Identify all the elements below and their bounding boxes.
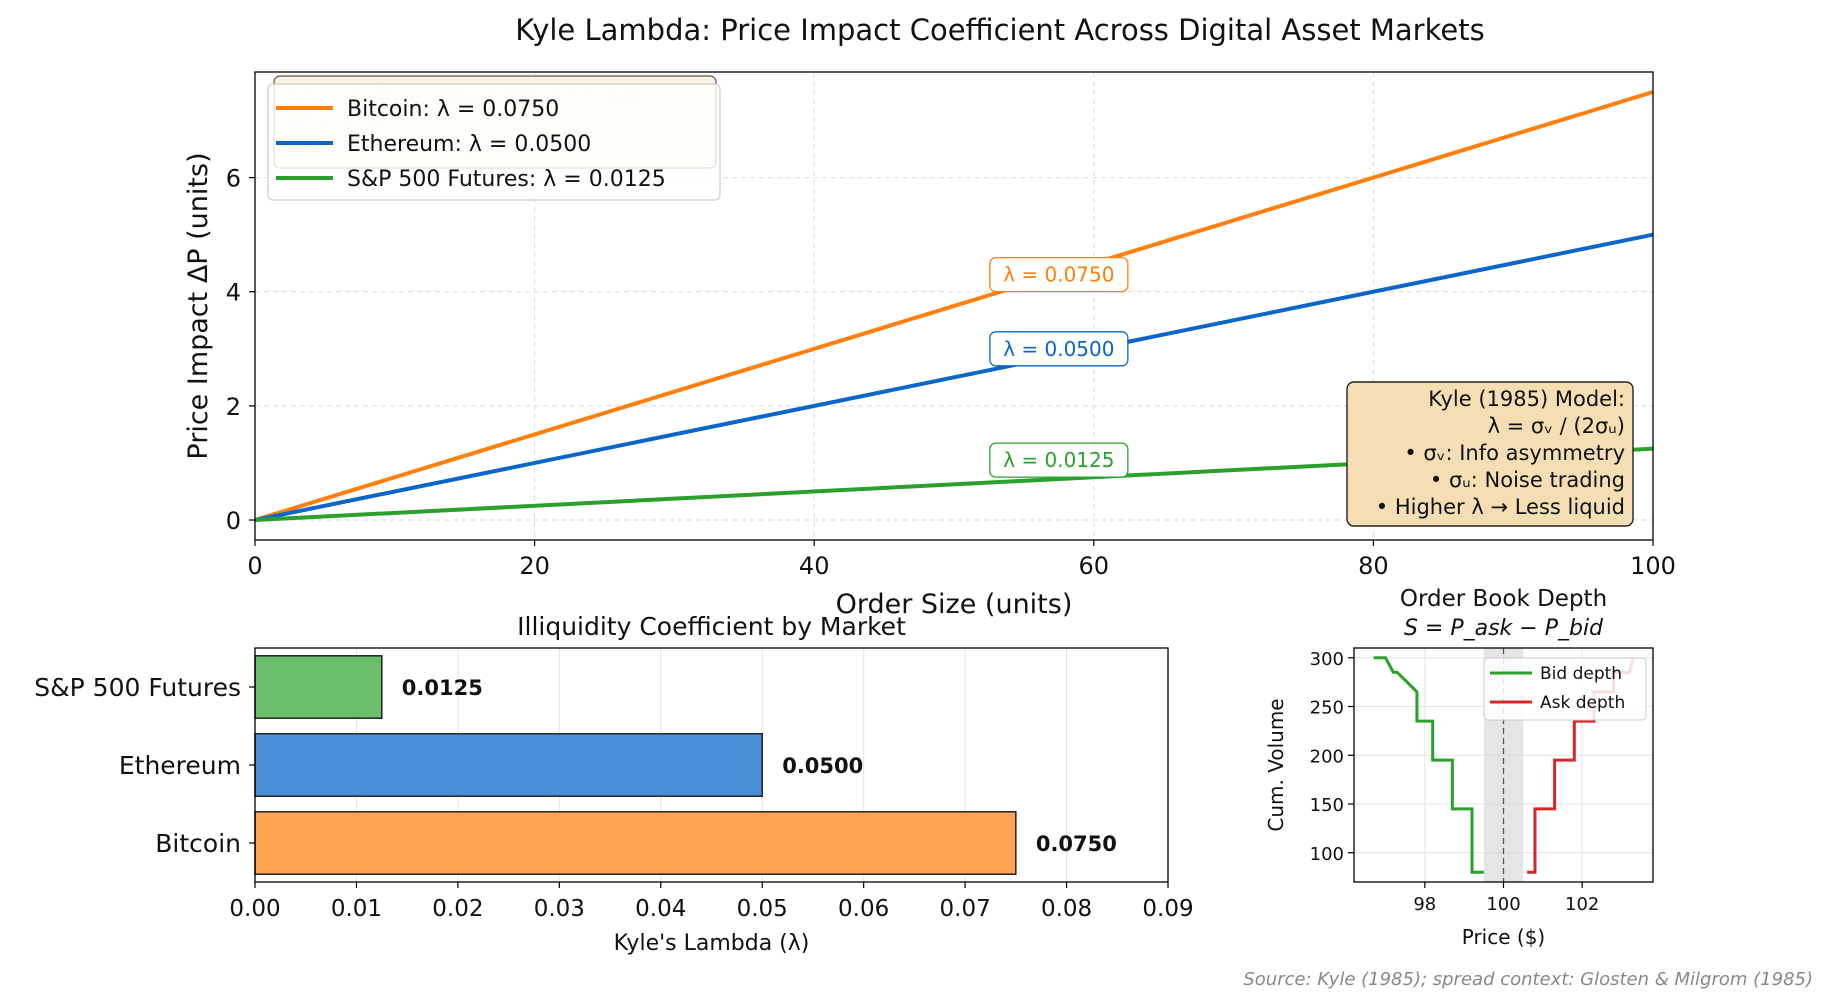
illiquidity-bar-chart: 0.0750 Bitcoin 0.0500 Ethereum 0.0125 S&P 500… xyxy=(34,612,1193,956)
depth-legend-label: Ask depth xyxy=(1540,693,1625,713)
kyle-model-line: • Higher λ → Less liquid xyxy=(1376,495,1625,519)
lambda-label-ethereum: λ = 0.0500 xyxy=(1003,337,1114,361)
main-y-tick-label: 0 xyxy=(226,507,241,535)
price-impact-chart: Kyle's λ: Price impact per unit tradedΔP… xyxy=(183,71,1676,620)
main-x-tick-label: 40 xyxy=(799,552,830,580)
figure-title: Kyle Lambda: Price Impact Coefficient Ac… xyxy=(515,13,1484,47)
legend-label-sp500: S&P 500 Futures: λ = 0.0125 xyxy=(347,167,666,192)
bar-category-label: Bitcoin xyxy=(155,829,241,858)
bar-x-tick-label: 0.08 xyxy=(1041,896,1092,922)
bar-x-tick-label: 0.07 xyxy=(940,896,991,922)
order-book-depth-chart: Bid depth Ask depth 98 100 102 100 150 200 250 30… xyxy=(1264,586,1654,949)
depth-line-sp500 xyxy=(1373,656,1484,874)
depth-y-tick-label: 150 xyxy=(1310,795,1344,816)
depth-legend-label: Bid depth xyxy=(1540,664,1622,684)
lambda-label-bitcoin: λ = 0.0750 xyxy=(1003,263,1114,287)
source-note: Source: Kyle (1985); spread context: Glo… xyxy=(1243,969,1813,990)
bar-x-axis-label: Kyle's Lambda (λ) xyxy=(614,931,810,956)
bar-bitcoin xyxy=(254,811,1017,875)
lambda-label-box-ethereum xyxy=(989,331,1129,367)
bar-value-label: 0.0125 xyxy=(402,676,483,700)
depth-chart-subtitle: S = P_ask − P_bid xyxy=(1404,616,1604,641)
kyle-model-line: • σᵤ: Noise trading xyxy=(1430,468,1625,492)
depth-chart-title: Order Book Depth xyxy=(1400,586,1607,612)
bar-x-tick-label: 0.09 xyxy=(1142,896,1193,922)
bar-ethereum xyxy=(254,733,763,797)
bar-x-tick-label: 0.04 xyxy=(635,896,686,922)
lambda-label-box-sp500 xyxy=(989,442,1129,478)
bar-x-tick-label: 0.06 xyxy=(838,896,889,922)
main-x-axis-label: Order Size (units) xyxy=(836,589,1073,620)
bar-x-tick-label: 0.03 xyxy=(534,896,585,922)
bar-plot-frame xyxy=(254,647,1169,883)
bar-s-p-500-futures xyxy=(254,655,383,719)
depth-x-axis-label: Price ($) xyxy=(1462,925,1545,949)
legend-label-ethereum: Ethereum: λ = 0.0500 xyxy=(347,132,591,157)
main-x-tick-label: 0 xyxy=(247,552,262,580)
main-x-tick-label: 80 xyxy=(1358,552,1389,580)
depth-legend: Bid depth Ask depth xyxy=(1483,657,1647,721)
bar-category-label: S&P 500 Futures xyxy=(34,673,241,702)
series-line-ethereum xyxy=(254,232,1654,522)
legend-label-bitcoin: Bitcoin: λ = 0.0750 xyxy=(347,97,559,122)
depth-x-tick-label: 98 xyxy=(1413,894,1436,915)
main-x-tick-label: 20 xyxy=(519,552,550,580)
depth-x-tick-label: 102 xyxy=(1565,894,1599,915)
bar-category-label: Ethereum xyxy=(119,751,241,780)
main-y-axis-label: Price Impact ΔP (units) xyxy=(183,152,214,459)
main-y-tick-label: 2 xyxy=(226,393,241,421)
kyle-model-line: • σᵥ: Info asymmetry xyxy=(1404,441,1625,465)
main-legend-box xyxy=(267,83,721,201)
kyle-model-box-bg xyxy=(1346,381,1634,527)
depth-y-tick-label: 250 xyxy=(1310,698,1344,719)
kyle-model-line: λ = σᵥ / (2σᵤ) xyxy=(1488,414,1625,438)
kyle-model-box: Kyle (1985) Model: λ = σᵥ / (2σᵤ) • σᵥ: In… xyxy=(1346,381,1634,527)
depth-y-tick-label: 200 xyxy=(1310,746,1344,767)
main-legend: Bitcoin: λ = 0.0750 Ethereum: λ = 0.0500 S… xyxy=(267,83,721,201)
main-plot-frame xyxy=(254,71,1654,541)
depth-y-axis-label: Cum. Volume xyxy=(1264,698,1288,831)
bar-chart-title: Illiquidity Coefficient by Market xyxy=(517,612,906,641)
main-x-tick-label: 100 xyxy=(1630,552,1676,580)
depth-x-tick-label: 100 xyxy=(1486,894,1520,915)
lambda-label-sp500: λ = 0.0125 xyxy=(1003,448,1114,472)
lambda-label-box-bitcoin xyxy=(989,256,1129,293)
bar-value-label: 0.0750 xyxy=(1036,832,1117,856)
main-x-tick-label: 60 xyxy=(1079,552,1110,580)
bar-x-tick-label: 0.05 xyxy=(737,896,788,922)
main-y-tick-label: 4 xyxy=(226,279,241,307)
bar-x-tick-label: 0.01 xyxy=(331,896,382,922)
bar-x-tick-label: 0.02 xyxy=(432,896,483,922)
bar-value-label: 0.0500 xyxy=(782,754,863,778)
bar-x-tick-label: 0.00 xyxy=(229,896,280,922)
depth-y-tick-label: 100 xyxy=(1310,844,1344,865)
kyle-model-line: Kyle (1985) Model: xyxy=(1428,387,1625,411)
main-y-tick-label: 6 xyxy=(226,165,241,193)
series-line-bitcoin xyxy=(254,90,1654,522)
depth-y-tick-label: 300 xyxy=(1310,649,1344,670)
